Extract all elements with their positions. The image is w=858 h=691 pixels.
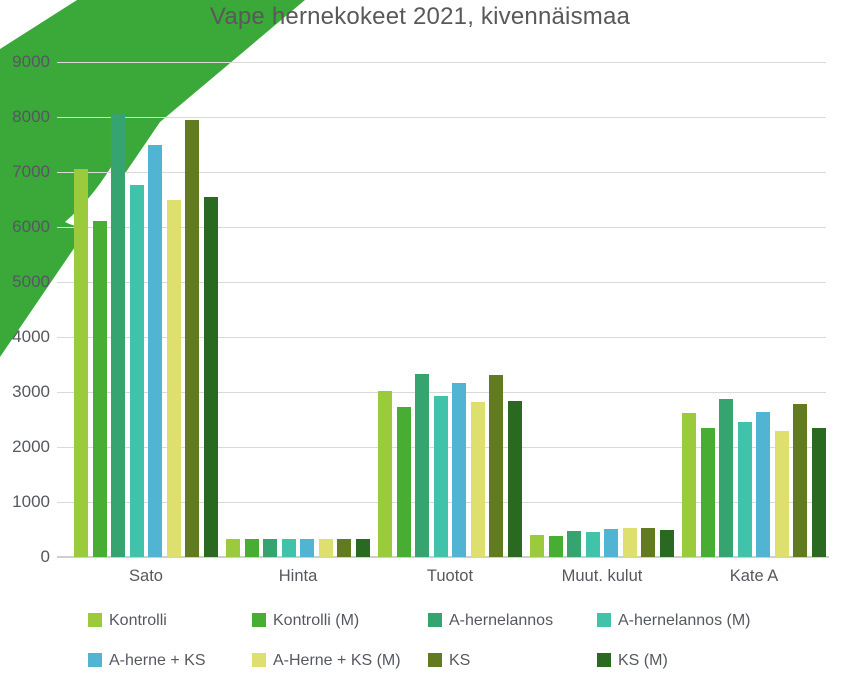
bar-Tuotot-KS (M) bbox=[507, 401, 522, 557]
bar-Kate A-KS bbox=[793, 403, 808, 557]
bar-Tuotot-Kontrolli (M) bbox=[396, 407, 411, 557]
legend-swatch-icon bbox=[88, 653, 102, 667]
x-axis-label-Tuotot: Tuotot bbox=[426, 567, 474, 585]
legend-swatch-icon bbox=[252, 613, 266, 627]
bar-Sato-A-Herne + KS (M) bbox=[166, 200, 181, 557]
legend-swatch-icon bbox=[597, 653, 611, 667]
bar-Muut. kulut-A-hernelannos bbox=[567, 531, 582, 557]
gridline-4000 bbox=[57, 337, 826, 338]
bar-Tuotot-A-hernelannos (M) bbox=[433, 396, 448, 557]
bar-Sato-A-hernelannos bbox=[111, 114, 126, 557]
bar-Hinta-A-hernelannos (M) bbox=[281, 538, 296, 557]
legend-label: Kontrolli (M) bbox=[273, 612, 360, 629]
bar-Muut. kulut-A-Herne + KS (M) bbox=[622, 528, 637, 557]
legend-swatch-icon bbox=[428, 653, 442, 667]
bar-Kate A-Kontrolli bbox=[682, 412, 697, 557]
bar-Hinta-A-hernelannos bbox=[263, 538, 278, 557]
legend-label: A-herne + KS bbox=[109, 652, 206, 669]
legend-item-A-Herne + KS (M): A-Herne + KS (M) bbox=[252, 652, 401, 670]
legend-swatch-icon bbox=[428, 613, 442, 627]
bar-Kate A-A-herne + KS bbox=[756, 411, 771, 557]
bar-Kate A-A-Herne + KS (M) bbox=[774, 430, 789, 557]
bar-Kate A-KS (M) bbox=[811, 428, 826, 557]
gridline-6000 bbox=[57, 227, 826, 228]
legend-swatch-icon bbox=[88, 613, 102, 627]
bar-Muut. kulut-KS (M) bbox=[659, 529, 674, 557]
bar-Sato-Kontrolli bbox=[74, 168, 89, 557]
x-axis-label-Muut. kulut: Muut. kulut bbox=[561, 567, 643, 585]
legend-label: Kontrolli bbox=[109, 612, 167, 629]
legend-label: A-Herne + KS (M) bbox=[273, 652, 401, 669]
bar-Tuotot-A-herne + KS bbox=[452, 383, 467, 557]
gridline-3000 bbox=[57, 392, 826, 393]
legend-item-A-hernelannos: A-hernelannos bbox=[428, 612, 553, 630]
bar-Tuotot-A-hernelannos bbox=[415, 373, 430, 557]
bar-Muut. kulut-Kontrolli (M) bbox=[548, 536, 563, 557]
legend-label: KS (M) bbox=[618, 652, 668, 669]
bar-Sato-Kontrolli (M) bbox=[92, 220, 107, 557]
bar-Sato-KS bbox=[185, 119, 200, 557]
bar-Kate A-A-hernelannos bbox=[719, 399, 734, 557]
bar-Tuotot-A-Herne + KS (M) bbox=[470, 401, 485, 557]
bar-Hinta-A-herne + KS bbox=[300, 538, 315, 557]
gridline-9000 bbox=[57, 62, 826, 63]
legend-label: A-hernelannos (M) bbox=[618, 612, 751, 629]
legend-item-A-hernelannos (M): A-hernelannos (M) bbox=[597, 612, 751, 630]
y-axis-tick-8000: 8000 bbox=[12, 107, 50, 126]
legend-label: A-hernelannos bbox=[449, 612, 554, 629]
bar-Muut. kulut-Kontrolli bbox=[530, 535, 545, 557]
y-axis-tick-5000: 5000 bbox=[12, 272, 50, 291]
legend-item-Kontrolli (M): Kontrolli (M) bbox=[252, 612, 359, 630]
y-axis-tick-2000: 2000 bbox=[12, 437, 50, 456]
bar-Muut. kulut-KS bbox=[641, 527, 656, 557]
chart-title: Vape hernekokeet 2021, kivennäismaa bbox=[209, 3, 631, 30]
y-axis-tick-6000: 6000 bbox=[12, 217, 50, 236]
legend-swatch-icon bbox=[597, 613, 611, 627]
legend-swatch-icon bbox=[252, 653, 266, 667]
bar-Hinta-KS (M) bbox=[355, 538, 370, 557]
x-axis-label-Hinta: Hinta bbox=[278, 567, 318, 585]
legend-item-KS (M): KS (M) bbox=[597, 652, 668, 670]
bar-Hinta-A-Herne + KS (M) bbox=[318, 538, 333, 557]
legend-label: KS bbox=[449, 652, 471, 669]
bar-Muut. kulut-A-hernelannos (M) bbox=[585, 532, 600, 557]
bar-Sato-A-herne + KS bbox=[148, 145, 163, 557]
gridline-7000 bbox=[57, 172, 826, 173]
y-axis-tick-9000: 9000 bbox=[12, 52, 50, 71]
legend-item-A-herne + KS: A-herne + KS bbox=[88, 652, 206, 670]
y-axis-tick-0: 0 bbox=[40, 547, 50, 566]
bar-Hinta-Kontrolli (M) bbox=[244, 538, 259, 557]
bar-Hinta-Kontrolli bbox=[226, 538, 241, 557]
gridline-5000 bbox=[57, 282, 826, 283]
y-axis-tick-1000: 1000 bbox=[12, 492, 50, 511]
bar-Muut. kulut-A-herne + KS bbox=[604, 528, 619, 557]
gridline-8000 bbox=[57, 117, 826, 118]
bar-Hinta-KS bbox=[337, 538, 352, 557]
bar-Tuotot-Kontrolli bbox=[378, 390, 393, 557]
bar-Sato-KS (M) bbox=[203, 196, 218, 557]
x-axis-label-Kate A: Kate A bbox=[729, 567, 779, 585]
bar-Kate A-Kontrolli (M) bbox=[700, 427, 715, 557]
y-axis-tick-7000: 7000 bbox=[12, 162, 50, 181]
green-ribbon-shape bbox=[0, 0, 305, 357]
bar-Sato-A-hernelannos (M) bbox=[129, 185, 144, 557]
legend-item-KS: KS bbox=[428, 652, 470, 670]
y-axis-tick-4000: 4000 bbox=[12, 327, 50, 346]
x-axis-label-Sato: Sato bbox=[129, 567, 163, 585]
bar-Kate A-A-hernelannos (M) bbox=[737, 421, 752, 557]
y-axis-tick-3000: 3000 bbox=[12, 382, 50, 401]
legend-item-Kontrolli: Kontrolli bbox=[88, 612, 167, 630]
bar-Tuotot-KS bbox=[489, 374, 504, 557]
x-axis-line bbox=[57, 556, 829, 558]
